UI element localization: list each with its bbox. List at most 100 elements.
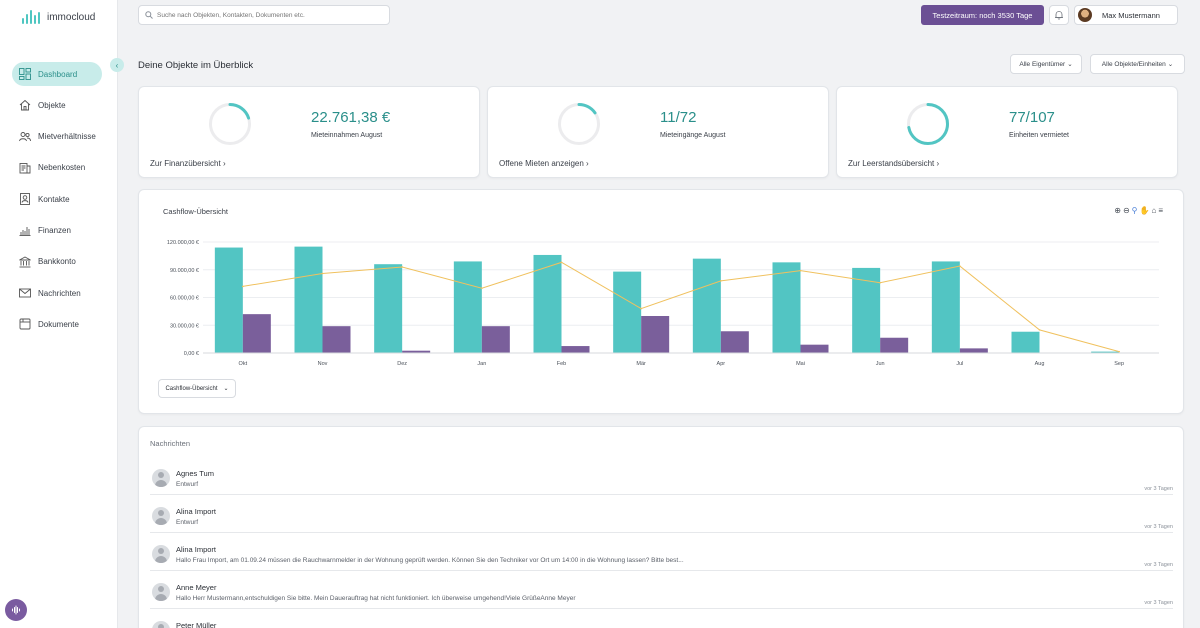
messages-card: Nachrichten Agnes Tum Entwurf vor 3 Tagen A… (138, 426, 1184, 628)
cashflow-chart-card: Cashflow-Übersicht ⊕ ⊖ ⚲ ✋ ⌂ ≡ 120.000,0… (138, 189, 1184, 414)
objects-filter-label: Alle Objekte/Einheiten (1101, 60, 1166, 68)
avatar (1078, 8, 1092, 22)
logo[interactable]: immocloud (22, 10, 95, 24)
logo-text: immocloud (47, 11, 96, 23)
sidebar-item-dokumente[interactable]: Dokumente (12, 312, 102, 336)
message-time: vor 3 Tagen (1144, 600, 1173, 606)
x-tick-label: Nov (318, 361, 328, 367)
y-tick-label: 0,00 € (184, 351, 199, 357)
y-tick-label: 30.000,00 € (170, 323, 199, 329)
menu-icon[interactable]: ≡ (1158, 206, 1163, 215)
sidebar-item-bankkonto[interactable]: Bankkonto (12, 250, 102, 274)
chevron-right-icon: › (936, 159, 940, 168)
folder-icon (19, 318, 31, 330)
kpi-label: Einheiten vermietet (1009, 132, 1069, 139)
bar-series-1 (931, 261, 960, 353)
sound-wave-icon (12, 605, 20, 615)
bar-series-2 (641, 316, 670, 353)
trial-badge[interactable]: Testzeitraum: noch 3530 Tage (921, 5, 1044, 25)
message-item[interactable]: Agnes Tum Entwurf vor 3 Tagen (150, 457, 1173, 495)
bar-series-1 (1091, 351, 1120, 353)
sidebar-item-label: Mietverhältnisse (38, 132, 96, 142)
message-sender: Alina Import (176, 545, 217, 554)
kpi-card-income: 22.761,38 € Mieteinnahmen August Zur Fin… (138, 86, 480, 178)
chart-toolbar: ⊕ ⊖ ⚲ ✋ ⌂ ≡ (1114, 206, 1163, 215)
bar-chart-icon (19, 227, 31, 237)
message-sender: Agnes Tum (176, 469, 214, 478)
messages-heading: Nachrichten (150, 439, 191, 448)
sidebar: immocloud Dashboard Objekte Mietverhältn… (0, 0, 118, 628)
sidebar-item-nachrichten[interactable]: Nachrichten (12, 281, 102, 305)
zoom-in-icon[interactable]: ⊕ (1114, 206, 1121, 215)
collapse-sidebar-button[interactable]: ‹ (110, 58, 124, 72)
bank-icon (19, 256, 31, 268)
cashflow-chart: 120.000,00 € 90.000,00 € 60.000,00 € 30.000… (167, 240, 1159, 367)
line-point (720, 280, 722, 282)
bar-series-2 (880, 337, 909, 353)
assistant-button[interactable] (5, 599, 27, 621)
message-sender: Peter Müller (176, 621, 217, 628)
magnify-icon[interactable]: ⚲ (1131, 206, 1138, 215)
chevron-right-icon: › (586, 159, 589, 168)
avatar (152, 469, 170, 487)
search-input[interactable] (157, 11, 377, 19)
line-point (321, 272, 324, 275)
message-item[interactable]: Alina Import Hallo Frau Import, am 01.09.… (150, 533, 1173, 571)
y-tick-label: 90.000,00 € (170, 268, 199, 274)
zoom-out-icon[interactable]: ⊖ (1122, 206, 1130, 215)
x-tick-label: Jan (477, 361, 486, 367)
line-point (481, 287, 483, 290)
progress-ring (209, 103, 251, 145)
message-item[interactable]: Alina Import Entwurf vor 3 Tagen (150, 495, 1173, 533)
y-tick-label: 60.000,00 € (170, 296, 199, 302)
line-series (242, 261, 1120, 353)
bar-series-2 (959, 348, 988, 353)
message-preview: Entwurf (176, 481, 199, 488)
bar-series-2 (481, 326, 510, 353)
bar-series-2 (242, 314, 271, 353)
owner-filter-dropdown[interactable]: Alle Eigentümer ⌄ (1010, 54, 1082, 74)
bar-series-1 (294, 246, 323, 353)
sidebar-item-finanzen[interactable]: Finanzen (12, 218, 102, 242)
chevron-down-icon: ⌄ (1167, 61, 1174, 68)
sidebar-item-objekte[interactable]: Objekte (12, 93, 102, 117)
vacancy-overview-link[interactable]: Zur Leerstandsübersicht › (848, 159, 940, 168)
kpi-value: 11/72 (660, 109, 697, 126)
message-item[interactable]: Peter Müller (150, 609, 1173, 628)
objects-filter-dropdown[interactable]: Alle Objekte/Einheiten ⌄ (1090, 54, 1185, 74)
kpi-card-payments: 11/72 Mieteingänge August Offene Mieten … (487, 86, 829, 178)
sidebar-item-nebenkosten[interactable]: Nebenkosten (12, 156, 102, 180)
progress-ring (907, 103, 949, 145)
user-menu[interactable]: Max Mustermann (1074, 5, 1178, 25)
x-tick-label: Jun (876, 361, 885, 367)
bar-series-1 (613, 271, 642, 353)
sidebar-item-label: Nachrichten (38, 288, 81, 298)
sidebar-item-kontakte[interactable]: Kontakte (12, 187, 102, 211)
message-time: vor 3 Tagen (1144, 562, 1173, 568)
message-sender: Alina Import (176, 507, 217, 516)
finance-overview-link[interactable]: Zur Finanzübersicht › (150, 159, 226, 168)
bar-series-1 (1011, 331, 1040, 353)
pan-hand-icon[interactable]: ✋ (1139, 206, 1150, 215)
reset-home-icon[interactable]: ⌂ (1151, 206, 1157, 215)
chart-select-label: Cashflow-Übersicht (165, 385, 218, 392)
contact-icon (20, 193, 30, 206)
message-preview: Hallo Herr Mustermann,entschuldigen Sie … (176, 595, 576, 602)
bar-series-2 (800, 344, 829, 353)
line-point (879, 281, 881, 284)
notifications-button[interactable] (1049, 5, 1069, 25)
open-rents-link[interactable]: Offene Mieten anzeigen › (499, 159, 589, 168)
sidebar-item-mietverhaeltnisse[interactable]: Mietverhältnisse (12, 125, 102, 149)
message-item[interactable]: Anne Meyer Hallo Herr Mustermann,entschul… (150, 571, 1173, 609)
search-bar[interactable] (138, 5, 390, 25)
bar-series-1 (374, 264, 403, 353)
dashboard-icon (19, 68, 31, 80)
line-point (560, 261, 563, 264)
logo-mark-icon (22, 10, 40, 24)
sidebar-item-dashboard[interactable]: Dashboard (12, 62, 102, 86)
chart-type-select[interactable]: Cashflow-Übersicht ⌄ (158, 379, 236, 398)
user-name: Max Mustermann (1102, 10, 1160, 20)
x-tick-label: Aug (1035, 361, 1045, 367)
chart-title: Cashflow-Übersicht (163, 207, 229, 216)
line-point (959, 265, 961, 267)
